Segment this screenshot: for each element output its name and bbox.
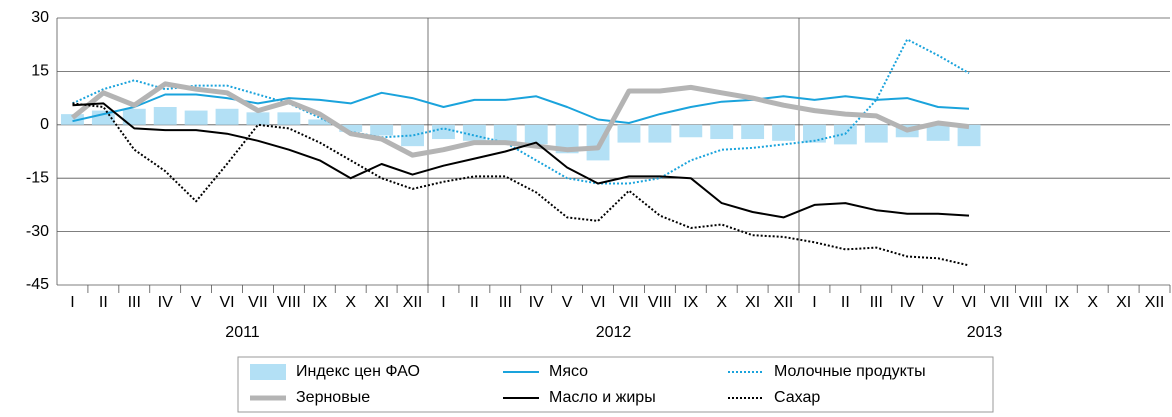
x-tick-label: III bbox=[128, 294, 141, 311]
bar bbox=[555, 124, 579, 154]
x-tick-label: XII bbox=[774, 294, 794, 311]
bar bbox=[215, 108, 239, 125]
x-tick-label: IV bbox=[529, 294, 544, 311]
bar bbox=[184, 110, 208, 125]
bar bbox=[493, 124, 517, 143]
x-tick-label: X bbox=[1087, 294, 1098, 311]
legend-label: Индекс цен ФАО bbox=[296, 363, 420, 380]
x-tick-label: VII bbox=[248, 294, 268, 311]
bar bbox=[432, 124, 455, 140]
x-tick-label: V bbox=[562, 294, 573, 311]
x-tick-label: IV bbox=[158, 294, 173, 311]
line bbox=[72, 102, 970, 219]
x-tick-label: V bbox=[933, 294, 944, 311]
bar bbox=[277, 112, 301, 125]
y-tick-label: 30 bbox=[31, 9, 49, 26]
x-tick-label: II bbox=[99, 294, 108, 311]
bar bbox=[772, 124, 795, 141]
bar bbox=[710, 124, 734, 140]
x-tick-label: VII bbox=[990, 294, 1010, 311]
legend-swatch bbox=[250, 364, 286, 380]
bar bbox=[524, 124, 548, 145]
x-tick-label: VI bbox=[219, 294, 234, 311]
line bbox=[70, 81, 970, 158]
bar bbox=[741, 124, 765, 140]
x-tick-label: V bbox=[191, 294, 202, 311]
x-tick-label: X bbox=[716, 294, 727, 311]
x-tick-label: II bbox=[841, 294, 850, 311]
x-tick-label: IX bbox=[312, 294, 327, 311]
x-tick-label: II bbox=[470, 294, 479, 311]
x-tick-label: X bbox=[345, 294, 356, 311]
bar bbox=[370, 124, 394, 136]
bar bbox=[246, 112, 270, 125]
bar bbox=[339, 124, 363, 132]
bar bbox=[462, 124, 486, 141]
x-tick-label: VIII bbox=[1019, 294, 1043, 311]
x-tick-label: XI bbox=[1116, 294, 1131, 311]
bar bbox=[401, 124, 424, 147]
x-tick-label: VIII bbox=[277, 294, 301, 311]
bar bbox=[617, 124, 641, 143]
line bbox=[72, 102, 970, 267]
x-tick-label: III bbox=[870, 294, 883, 311]
x-tick-label: XI bbox=[745, 294, 760, 311]
legend-label: Сахар bbox=[774, 389, 820, 406]
x-tick-label: VII bbox=[619, 294, 639, 311]
bar bbox=[122, 108, 146, 125]
x-tick-label: III bbox=[499, 294, 512, 311]
bar bbox=[864, 124, 888, 143]
x-tick-label: IX bbox=[1054, 294, 1069, 311]
x-tick-label: I bbox=[441, 294, 445, 311]
bar bbox=[926, 124, 950, 141]
x-tick-label: I bbox=[812, 294, 816, 311]
x-tick-label: XII bbox=[1145, 294, 1165, 311]
x-tick-label: VI bbox=[961, 294, 976, 311]
bar bbox=[679, 124, 703, 138]
legend-label: Масло и жиры bbox=[549, 389, 656, 406]
x-tick-label: IV bbox=[900, 294, 915, 311]
year-label: 2013 bbox=[967, 324, 1003, 341]
bar bbox=[957, 124, 981, 147]
x-tick-label: XII bbox=[403, 294, 423, 311]
y-tick-label: 0 bbox=[40, 116, 49, 133]
x-tick-label: I bbox=[70, 294, 74, 311]
y-tick-label: -45 bbox=[26, 276, 49, 293]
bar bbox=[61, 114, 84, 125]
bar bbox=[803, 124, 826, 143]
x-tick-label: IX bbox=[683, 294, 698, 311]
y-tick-label: -30 bbox=[26, 223, 49, 240]
legend-label: Мясо bbox=[549, 363, 588, 380]
bar bbox=[308, 119, 332, 125]
x-tick-label: XI bbox=[374, 294, 389, 311]
bar bbox=[153, 107, 177, 125]
year-label: 2011 bbox=[225, 324, 260, 341]
y-tick-label: 15 bbox=[31, 63, 49, 80]
x-tick-label: VIII bbox=[648, 294, 672, 311]
legend-label: Зерновые bbox=[296, 389, 370, 406]
y-tick-label: -15 bbox=[26, 169, 49, 186]
year-label: 2012 bbox=[596, 324, 632, 341]
x-tick-label: VI bbox=[590, 294, 605, 311]
bar bbox=[648, 124, 672, 143]
line bbox=[72, 91, 970, 124]
line bbox=[72, 38, 970, 185]
legend-label: Молочные продукты bbox=[774, 363, 926, 380]
legend-box bbox=[237, 356, 994, 413]
